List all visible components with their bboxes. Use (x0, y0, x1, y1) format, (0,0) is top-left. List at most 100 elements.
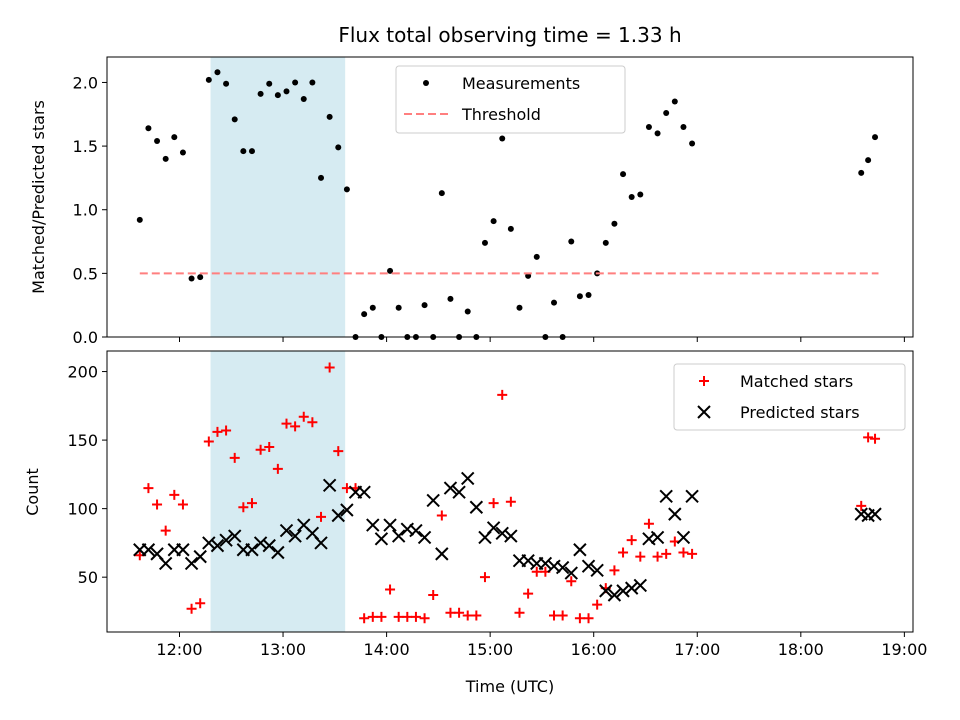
matched-star-point (428, 589, 439, 600)
predicted-star-point (176, 543, 190, 557)
matched-star-point (203, 436, 214, 447)
predicted-star-point (469, 500, 484, 514)
measurement-point (223, 80, 230, 87)
matched-star-point (264, 441, 275, 452)
predicted-star-point (271, 545, 285, 560)
predicted-star-point (555, 560, 570, 575)
predicted-star-point (452, 485, 466, 499)
matched-star-point (221, 425, 232, 436)
count-y-axis-label: Count (23, 468, 42, 516)
predicted-star-point (868, 507, 882, 521)
chart-title: Flux total observing time = 1.33 h (338, 23, 681, 47)
measurement-point (240, 148, 247, 155)
matched-star-point (609, 565, 620, 576)
measurement-point (283, 88, 290, 95)
predicted-star-point (633, 578, 648, 593)
predicted-star-point (599, 584, 613, 598)
legend-label: Matched stars (740, 372, 853, 391)
y-tick-label: 2.0 (73, 73, 98, 92)
legend-label: Measurements (462, 74, 580, 93)
measurement-point (447, 295, 454, 302)
legend-box (673, 363, 906, 431)
matched-star-point (652, 551, 663, 562)
matched-star-point (618, 547, 629, 558)
measurement-point (680, 124, 687, 130)
predicted-star-point (202, 536, 216, 550)
measurement-point (145, 125, 152, 132)
matched-star-point (238, 502, 249, 513)
measurement-point (162, 155, 169, 162)
matched-star-point (229, 452, 240, 463)
measurement-point (872, 134, 879, 141)
predicted-star-point (668, 507, 682, 521)
matched-star-point (454, 607, 465, 618)
measurement-point (438, 190, 445, 197)
legend-x-marker (697, 405, 711, 419)
measurement-point (136, 216, 143, 223)
measurement-point (663, 110, 670, 116)
predicted-star-point (564, 566, 578, 580)
measurement-point (516, 304, 523, 311)
legend-label: Predicted stars (740, 403, 860, 422)
measurement-point (421, 302, 428, 309)
measurement-point (865, 157, 872, 164)
measurement-point (205, 76, 212, 83)
matched-star-point (471, 610, 482, 621)
measurement-point (507, 225, 514, 232)
measurement-point (689, 140, 696, 147)
matched-star-point (152, 499, 163, 510)
matched-star-point (626, 535, 637, 546)
measurement-point (335, 144, 342, 151)
matched-star-point (255, 444, 266, 455)
measurement-point (645, 124, 652, 130)
y-tick-label: 0.5 (73, 264, 98, 283)
measurement-point (188, 275, 195, 282)
matched-star-point (281, 418, 292, 429)
matched-star-point (479, 572, 490, 583)
matched-star-point (186, 603, 197, 614)
y-tick-label: 200 (67, 363, 98, 382)
measurement-point (274, 92, 281, 99)
y-tick-label: 100 (67, 500, 98, 519)
matched-star-point (143, 483, 154, 494)
measurement-point (214, 69, 221, 76)
matched-star-point (497, 389, 508, 400)
matched-star-point (592, 599, 603, 610)
matched-star-point (436, 510, 447, 521)
predicted-star-point (504, 529, 518, 543)
predicted-star-point (616, 584, 630, 598)
matched-star-point (385, 584, 396, 595)
measurement-point (858, 169, 865, 176)
predicted-star-point (590, 563, 604, 578)
measurement-point (481, 239, 488, 246)
matched-star-point (160, 525, 171, 536)
measurement-point (248, 148, 255, 155)
predicted-star-point (538, 556, 553, 571)
predicted-star-point (624, 581, 639, 595)
predicted-star-point (357, 485, 371, 499)
predicted-star-point (210, 538, 225, 553)
ratio-panel: 0.00.51.01.52.0 Matched/Predicted stars … (29, 56, 914, 347)
measurement-point (525, 272, 532, 279)
predicted-star-point (461, 471, 475, 486)
predicted-star-point (685, 489, 699, 504)
predicted-star-point (279, 523, 294, 538)
matched-star-point (376, 611, 387, 622)
matched-star-point (643, 518, 654, 529)
matched-star-point (661, 548, 672, 559)
predicted-star-point (607, 588, 622, 602)
matched-star-point (195, 598, 206, 609)
matched-star-point (419, 613, 430, 624)
measurement-point (300, 96, 307, 102)
observing-window-shade (210, 57, 346, 337)
x-tick-label: 19:00 (881, 640, 927, 659)
matched-star-point (531, 566, 542, 577)
x-tick-label: 15:00 (467, 640, 513, 659)
predicted-star-point (495, 526, 509, 541)
count-legend: Matched stars Predicted stars (673, 363, 906, 431)
measurement-point (231, 116, 238, 123)
matched-star-point (856, 500, 867, 511)
measurement-point (309, 79, 316, 86)
x-tick-label: 14:00 (364, 640, 410, 659)
series-measurements (136, 69, 879, 340)
